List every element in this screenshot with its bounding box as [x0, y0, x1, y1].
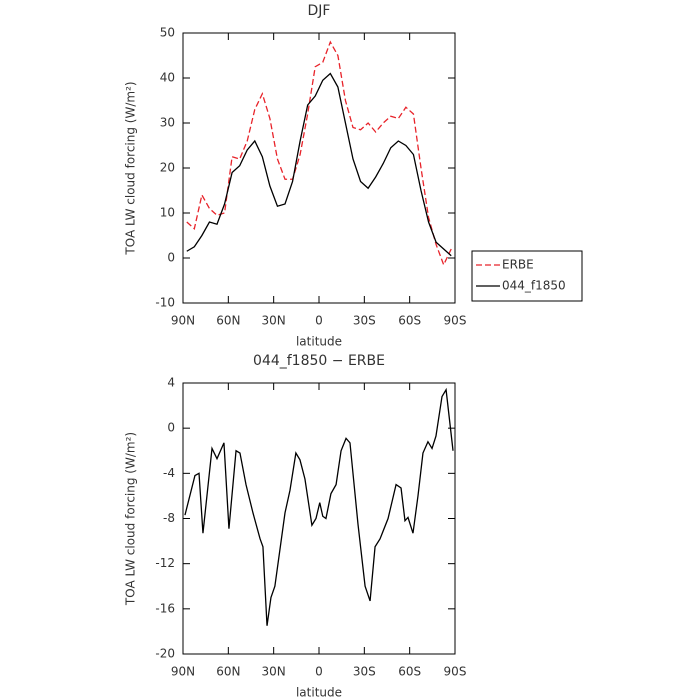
- y-tick-label: -20: [155, 647, 175, 661]
- y-tick-label: -10: [155, 296, 175, 310]
- x-tick-label: 60N: [216, 665, 240, 679]
- y-tick-label: 40: [160, 71, 175, 85]
- data-line: [184, 387, 454, 626]
- x-tick-label: 30N: [262, 665, 286, 679]
- y-tick-label: 0: [167, 251, 175, 265]
- x-axis-label: latitude: [296, 335, 342, 349]
- x-tick-label: 60S: [398, 665, 421, 679]
- legend-label: 044_f1850: [502, 279, 566, 293]
- y-axis-label: TOA LW cloud forcing (W/m²): [124, 432, 138, 606]
- y-tick-label: 0: [167, 421, 175, 435]
- plot-frame: [182, 32, 456, 304]
- legend-box: [471, 250, 583, 302]
- x-tick-label: 30S: [353, 314, 376, 328]
- x-tick-label: 90S: [444, 665, 467, 679]
- x-tick-label: 0: [315, 665, 323, 679]
- chart-title: 044_f1850 − ERBE: [253, 353, 385, 369]
- y-tick-label: -16: [155, 601, 175, 615]
- chart-title: DJF: [308, 3, 331, 19]
- x-tick-label: 60S: [398, 314, 421, 328]
- plot-frame: [182, 382, 456, 655]
- x-tick-label: 90N: [171, 314, 195, 328]
- y-axis-label: TOA LW cloud forcing (W/m²): [124, 81, 138, 255]
- x-tick-label: 0: [315, 314, 323, 328]
- y-tick-label: 50: [160, 26, 175, 40]
- x-tick-label: 90N: [171, 665, 195, 679]
- x-axis-label: latitude: [296, 686, 342, 700]
- x-tick-label: 30S: [353, 665, 376, 679]
- y-tick-label: -4: [163, 466, 175, 480]
- data-line: [186, 72, 452, 257]
- y-tick-label: 30: [160, 116, 175, 130]
- y-tick-label: 4: [167, 376, 175, 390]
- y-tick-label: -8: [163, 511, 175, 525]
- data-line: [186, 40, 452, 267]
- legend-label: ERBE: [502, 258, 534, 272]
- y-tick-label: -12: [155, 556, 175, 570]
- y-tick-label: 20: [160, 161, 175, 175]
- x-tick-label: 30N: [262, 314, 286, 328]
- x-tick-label: 60N: [216, 314, 240, 328]
- x-tick-label: 90S: [444, 314, 467, 328]
- y-tick-label: 10: [160, 206, 175, 220]
